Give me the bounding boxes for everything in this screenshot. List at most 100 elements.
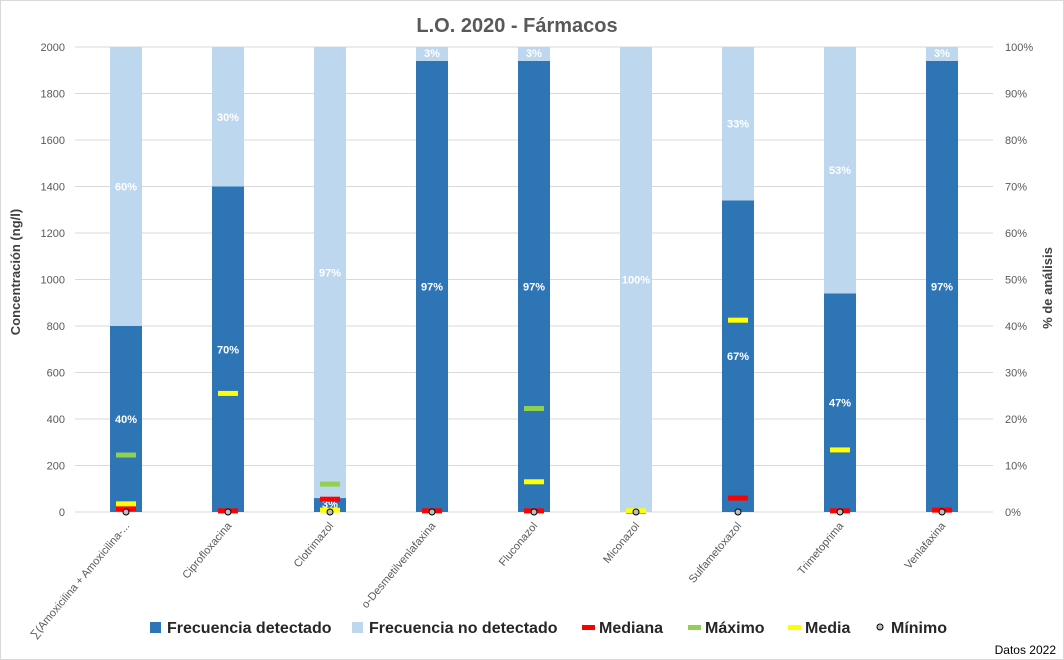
chart-title: L.O. 2020 - Fármacos — [416, 15, 617, 37]
y-tick-label: 1200 — [41, 228, 65, 240]
bar-detectado — [212, 186, 244, 512]
y2-tick-label: 20% — [1005, 414, 1027, 426]
marker-media — [728, 317, 748, 323]
legend-swatch — [582, 625, 595, 630]
marker-minimo — [836, 508, 844, 516]
bar-no-detectado — [110, 47, 142, 326]
data-label: 3% — [526, 48, 542, 60]
x-tick-label: Venlafaxina — [903, 520, 949, 572]
legend-label: Mínimo — [891, 620, 947, 637]
footnote: Datos 2022 — [995, 643, 1057, 657]
marker-minimo — [428, 508, 436, 516]
x-tick-label: Clotrimazol — [292, 520, 337, 570]
data-label: 33% — [727, 119, 749, 131]
y2-tick-label: 100% — [1005, 42, 1033, 54]
bar-detectado — [926, 60, 958, 512]
marker-media — [116, 501, 136, 507]
y-tick-label: 1400 — [41, 182, 65, 194]
legend-label: Frecuencia no detectado — [369, 620, 558, 637]
marker-minimo — [122, 508, 130, 516]
data-label: 3% — [934, 48, 950, 60]
marker-media — [830, 447, 850, 453]
marker-media — [218, 390, 238, 396]
bar-no-detectado — [926, 47, 958, 61]
data-label: 97% — [523, 281, 545, 293]
y2-tick-label: 90% — [1005, 89, 1027, 101]
x-tick-label: Trimetoprima — [796, 520, 847, 578]
legend-label: Máximo — [705, 620, 765, 637]
x-tick-label: Ciprofloxacina — [180, 520, 235, 582]
marker-media — [524, 479, 544, 485]
data-label: 100% — [622, 275, 650, 287]
y2-tick-label: 50% — [1005, 275, 1027, 287]
marker-máximo — [320, 481, 340, 487]
bar-no-detectado — [722, 47, 754, 201]
data-label: 97% — [931, 281, 953, 293]
y-tick-label: 400 — [47, 414, 65, 426]
y-tick-label: 0 — [59, 507, 65, 519]
bar-detectado — [824, 293, 856, 512]
data-label: 40% — [115, 414, 137, 426]
y-tick-label: 1000 — [41, 275, 65, 287]
marker-minimo — [224, 508, 232, 516]
marker-máximo — [116, 452, 136, 458]
data-label: 97% — [319, 268, 341, 280]
marker-minimo — [326, 508, 334, 516]
marker-mediana — [320, 496, 340, 502]
legend-swatch — [788, 625, 801, 630]
legend: Frecuencia detectado Frecuencia no detect… — [150, 620, 947, 637]
data-label: 97% — [421, 281, 443, 293]
legend-label: Media — [805, 620, 850, 637]
legend-label: Frecuencia detectado — [167, 620, 332, 637]
y-tick-label: 2000 — [41, 42, 65, 54]
data-label: 70% — [217, 344, 239, 356]
y2-tick-label: 70% — [1005, 182, 1027, 194]
bar-no-detectado — [518, 47, 550, 61]
bar-detectado — [110, 326, 142, 512]
bar-detectado — [416, 60, 448, 512]
data-label: 3% — [424, 48, 440, 60]
y-tick-label: 200 — [47, 461, 65, 473]
bar-no-detectado — [416, 47, 448, 61]
marker-minimo — [632, 508, 640, 516]
y2-tick-label: 10% — [1005, 461, 1027, 473]
marker-minimo — [530, 508, 538, 516]
bar-no-detectado — [212, 47, 244, 187]
bars: 40% 60% 70% 30% 3% 97% 97% 3% 97% 3% 100% 67% 33% 47%… — [110, 47, 958, 512]
y2-tick-label: 0% — [1005, 507, 1021, 519]
y2-tick-label: 30% — [1005, 368, 1027, 380]
legend-label: Mediana — [599, 620, 663, 637]
y2-tick-label: 40% — [1005, 321, 1027, 333]
data-label: 30% — [217, 112, 239, 124]
legend-swatch — [876, 623, 884, 631]
bar-no-detectado — [314, 47, 346, 499]
legend-swatch — [352, 622, 363, 633]
y-tick-label: 800 — [47, 321, 65, 333]
x-tick-label: o-Desmetilvenlafaxina — [360, 520, 439, 611]
x-tick-label: Fluconazol — [497, 520, 540, 568]
marker-minimo — [938, 508, 946, 516]
y2-tick-label: 60% — [1005, 228, 1027, 240]
data-label: 53% — [829, 165, 851, 177]
marker-máximo — [524, 406, 544, 412]
legend-swatch — [150, 622, 161, 633]
data-label: 67% — [727, 351, 749, 363]
y2-tick-label: 80% — [1005, 135, 1027, 147]
bar-detectado — [722, 200, 754, 512]
y-axis-title: Concentración (ng/l) — [8, 209, 23, 335]
bar-detectado — [518, 60, 550, 512]
y-tick-label: 1600 — [41, 135, 65, 147]
y2-axis-title: % de análisis — [1040, 247, 1055, 329]
data-label: 47% — [829, 398, 851, 410]
data-label: 60% — [115, 182, 137, 194]
marker-minimo — [734, 508, 742, 516]
bar-no-detectado — [620, 47, 652, 512]
x-tick-label: Miconazol — [601, 520, 642, 566]
y-tick-label: 600 — [47, 368, 65, 380]
marker-mediana — [728, 495, 748, 501]
markers — [116, 317, 952, 516]
y-tick-label: 1800 — [41, 89, 65, 101]
bar-no-detectado — [824, 47, 856, 294]
x-tick-label: ∑(Amoxicilina + Amoxicilina-... — [28, 520, 132, 641]
